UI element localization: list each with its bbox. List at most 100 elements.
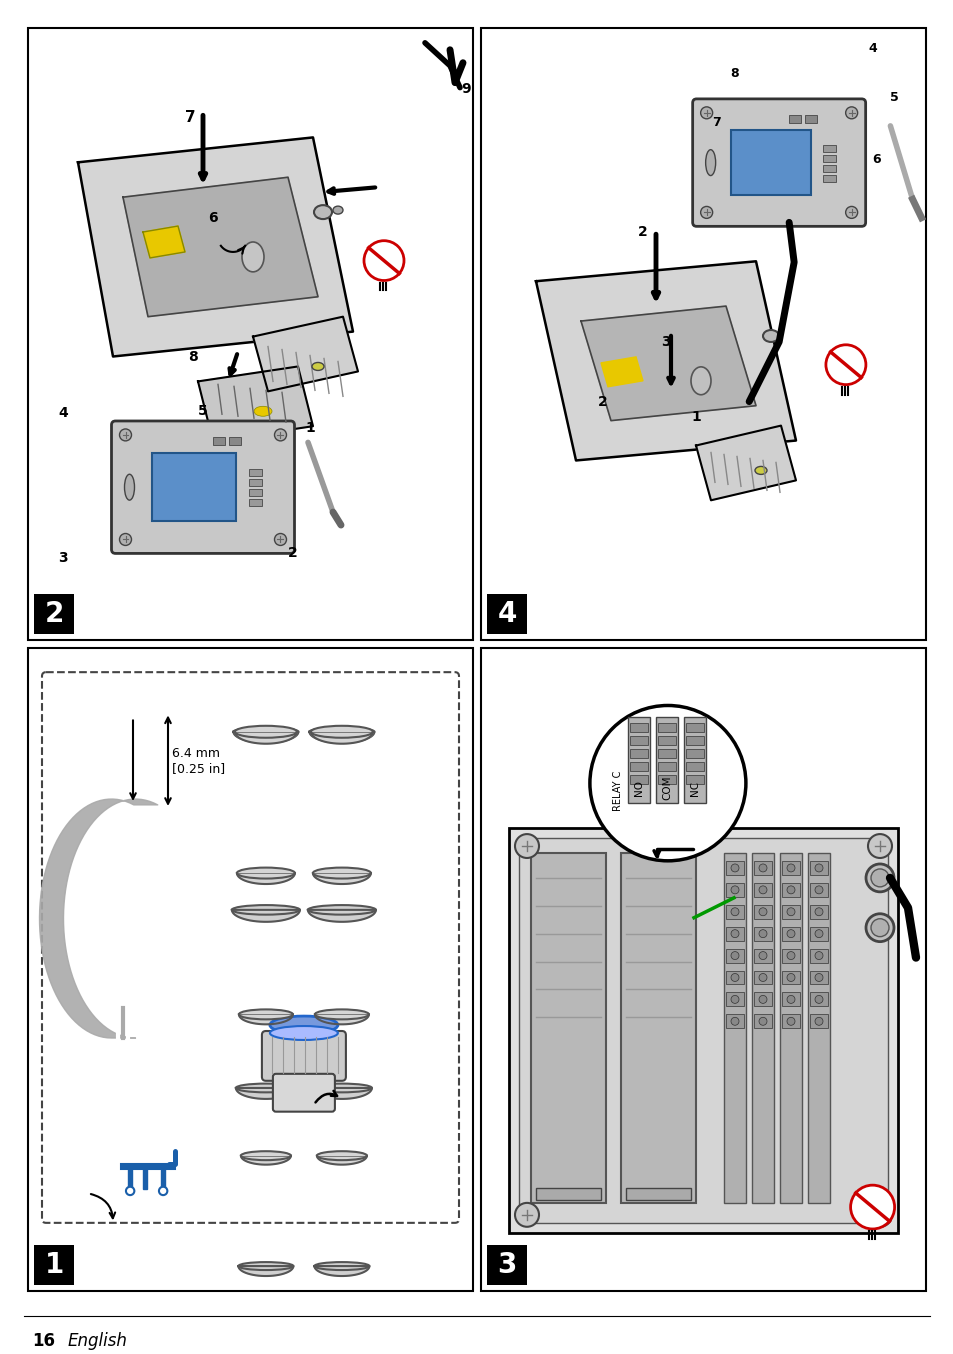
Bar (725, 992, 743, 1006)
Bar (807, 853, 829, 1202)
Ellipse shape (125, 474, 134, 500)
Bar (809, 926, 827, 941)
Bar (685, 749, 703, 758)
Text: 1: 1 (690, 410, 700, 424)
Bar (685, 776, 703, 784)
Circle shape (730, 864, 739, 872)
Polygon shape (232, 910, 299, 922)
Bar (658, 776, 675, 784)
Circle shape (119, 429, 132, 441)
Bar (788, 115, 801, 123)
Text: 6: 6 (208, 211, 217, 225)
Circle shape (730, 1017, 739, 1025)
Ellipse shape (233, 727, 298, 737)
Circle shape (364, 241, 403, 280)
Circle shape (759, 886, 766, 894)
Bar (781, 992, 800, 1006)
Circle shape (759, 907, 766, 915)
Circle shape (274, 533, 286, 546)
Polygon shape (238, 1266, 294, 1275)
Bar (821, 175, 835, 181)
Bar (809, 992, 827, 1006)
Bar (781, 926, 800, 941)
Ellipse shape (690, 367, 710, 395)
Bar (658, 762, 675, 772)
Ellipse shape (333, 206, 343, 214)
Bar (658, 749, 675, 758)
Text: 2: 2 (288, 546, 297, 561)
Bar (625, 1187, 690, 1200)
Polygon shape (241, 1156, 291, 1164)
Circle shape (759, 1017, 766, 1025)
Ellipse shape (238, 1009, 293, 1020)
Circle shape (786, 864, 794, 872)
Circle shape (786, 1017, 794, 1025)
Circle shape (759, 864, 766, 872)
Circle shape (119, 533, 132, 546)
Ellipse shape (870, 869, 888, 887)
Bar (809, 1014, 827, 1028)
Bar (725, 1014, 743, 1028)
FancyBboxPatch shape (273, 1074, 335, 1112)
Bar (658, 723, 675, 733)
Polygon shape (316, 1156, 367, 1164)
Bar (152, 454, 236, 521)
Bar (629, 762, 647, 772)
Circle shape (844, 206, 857, 218)
Bar (480, 28, 925, 640)
Bar (629, 776, 647, 784)
Circle shape (814, 864, 822, 872)
Bar (725, 861, 743, 875)
Bar (28, 28, 473, 640)
Circle shape (759, 952, 766, 960)
Circle shape (814, 952, 822, 960)
Bar (229, 437, 241, 445)
Circle shape (844, 107, 857, 119)
Bar (629, 749, 647, 758)
Polygon shape (600, 357, 642, 387)
Circle shape (515, 1202, 538, 1227)
Ellipse shape (232, 904, 299, 915)
Circle shape (730, 886, 739, 894)
Text: English: English (68, 1332, 128, 1350)
Bar (620, 853, 696, 1202)
Bar (753, 883, 771, 896)
Bar (536, 1187, 600, 1200)
Polygon shape (696, 425, 795, 500)
Circle shape (759, 995, 766, 1003)
Ellipse shape (314, 1009, 369, 1020)
Polygon shape (312, 1089, 372, 1099)
Ellipse shape (705, 150, 715, 176)
Bar (781, 861, 800, 875)
Circle shape (515, 834, 538, 858)
Text: 6: 6 (872, 153, 881, 165)
Circle shape (730, 930, 739, 938)
FancyBboxPatch shape (692, 99, 864, 226)
Bar (781, 904, 800, 919)
Bar (249, 489, 262, 496)
Bar (249, 479, 262, 486)
Polygon shape (123, 177, 317, 317)
Text: RELAY C: RELAY C (612, 770, 622, 811)
Bar (723, 853, 745, 1202)
Bar (725, 904, 743, 919)
Text: 2: 2 (598, 394, 607, 409)
Ellipse shape (865, 864, 893, 892)
Circle shape (730, 907, 739, 915)
Ellipse shape (308, 904, 375, 915)
Ellipse shape (309, 727, 374, 737)
Polygon shape (78, 137, 353, 356)
Polygon shape (314, 1014, 369, 1025)
Bar (781, 949, 800, 963)
Bar (725, 971, 743, 984)
Ellipse shape (234, 726, 296, 738)
Circle shape (730, 974, 739, 982)
FancyBboxPatch shape (262, 1030, 346, 1080)
Text: 6.4 mm
[0.25 in]: 6.4 mm [0.25 in] (172, 746, 225, 774)
Ellipse shape (241, 1151, 291, 1160)
Ellipse shape (316, 1151, 367, 1160)
Bar (685, 723, 703, 733)
Ellipse shape (270, 1026, 337, 1040)
Circle shape (786, 995, 794, 1003)
Text: 5: 5 (198, 405, 208, 418)
